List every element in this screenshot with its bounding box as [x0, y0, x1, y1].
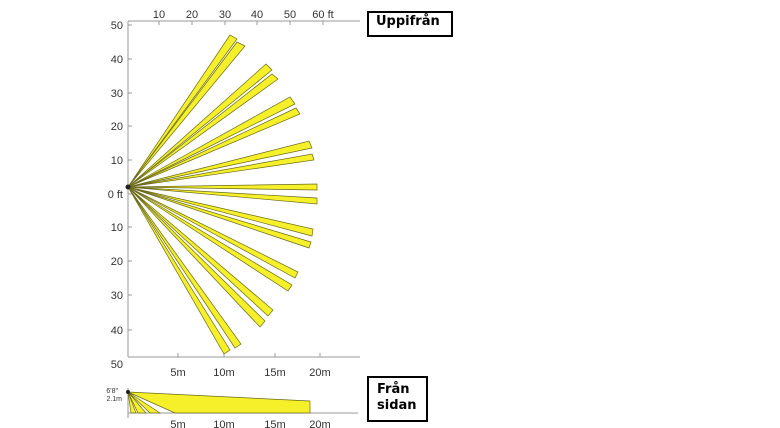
detection-beam: [127, 186, 293, 292]
side-sensor-origin: [126, 390, 130, 394]
side-view-label: Från sidan: [367, 376, 428, 422]
detection-beam: [127, 186, 274, 317]
detection-beam: [127, 186, 231, 355]
ft-tick-label: 20: [186, 9, 198, 21]
side-tick-label: 50: [111, 20, 123, 32]
side-tick-label: 20: [111, 256, 123, 268]
side-m-tick-label: 10m: [213, 419, 234, 428]
m-axis-tick-marks: [177, 353, 321, 357]
detection-beam: [127, 186, 312, 249]
detection-beam: [127, 41, 246, 188]
detection-beam: [127, 186, 318, 205]
side-tick-label: 40: [111, 325, 123, 337]
side-tick-label: 10: [111, 155, 123, 167]
top-view-label: Uppifrån: [367, 11, 453, 37]
ft-tick-label: 40: [251, 9, 263, 21]
detection-beam: [127, 96, 296, 188]
side-tick-label: 50: [111, 359, 123, 371]
ft-tick-label: 60 ft: [312, 9, 333, 21]
m-tick-label: 10m: [213, 367, 234, 379]
detection-beam: [127, 63, 273, 188]
detection-beam: [127, 183, 318, 191]
detection-beam: [127, 34, 238, 188]
side-view-label-line1: Från: [377, 382, 410, 397]
detection-beams: [125, 34, 318, 355]
detection-beam: [127, 186, 266, 328]
mount-height-ft: 6'8": [106, 388, 118, 395]
sensor-origin: [125, 184, 131, 190]
side-tick-label: 0 ft: [108, 189, 123, 201]
side-view-beam: [127, 391, 147, 414]
detection-beam: [127, 186, 242, 349]
ft-axis-tick-marks: [158, 21, 324, 25]
side-m-tick-label: 20m: [309, 419, 330, 428]
side-tick-label: 30: [111, 290, 123, 302]
detection-beam: [127, 186, 314, 237]
side-tick-label: 10: [111, 222, 123, 234]
m-tick-label: 5m: [170, 367, 185, 379]
ft-tick-label: 50: [284, 9, 296, 21]
m-tick-label: 15m: [264, 367, 285, 379]
ft-tick-label: 10: [153, 9, 165, 21]
m-tick-label: 20m: [309, 367, 330, 379]
ft-tick-label: 30: [219, 9, 231, 21]
side-tick-label: 30: [111, 88, 123, 100]
side-m-tick-label: 5m: [170, 419, 185, 428]
side-view-beam: [127, 391, 311, 414]
side-axis-tick-marks: [128, 24, 132, 358]
detection-beam: [127, 140, 313, 188]
side-view-beam: [127, 391, 162, 414]
side-view-beams: [126, 390, 311, 414]
detection-beam: [127, 73, 279, 188]
detection-beam: [127, 153, 315, 188]
side-m-tick-label: 15m: [264, 419, 285, 428]
detection-beam: [127, 186, 299, 279]
side-tick-label: 20: [111, 121, 123, 133]
mount-height-m: 2.1m: [106, 396, 122, 403]
side-view-label-line2: sidan: [377, 398, 417, 413]
detection-beam: [127, 107, 301, 188]
side-tick-label: 40: [111, 54, 123, 66]
top-view-label-text: Uppifrån: [376, 14, 440, 29]
side-view-beam: [127, 391, 137, 414]
